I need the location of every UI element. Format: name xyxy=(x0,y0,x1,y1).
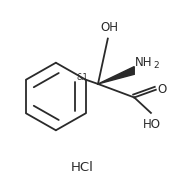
Text: HO: HO xyxy=(143,118,161,131)
Text: NH: NH xyxy=(135,56,153,69)
Text: &1: &1 xyxy=(76,73,88,82)
Text: O: O xyxy=(157,83,167,96)
Text: OH: OH xyxy=(101,21,119,34)
Text: 2: 2 xyxy=(153,61,159,70)
Polygon shape xyxy=(98,67,134,84)
Text: HCl: HCl xyxy=(71,161,94,174)
